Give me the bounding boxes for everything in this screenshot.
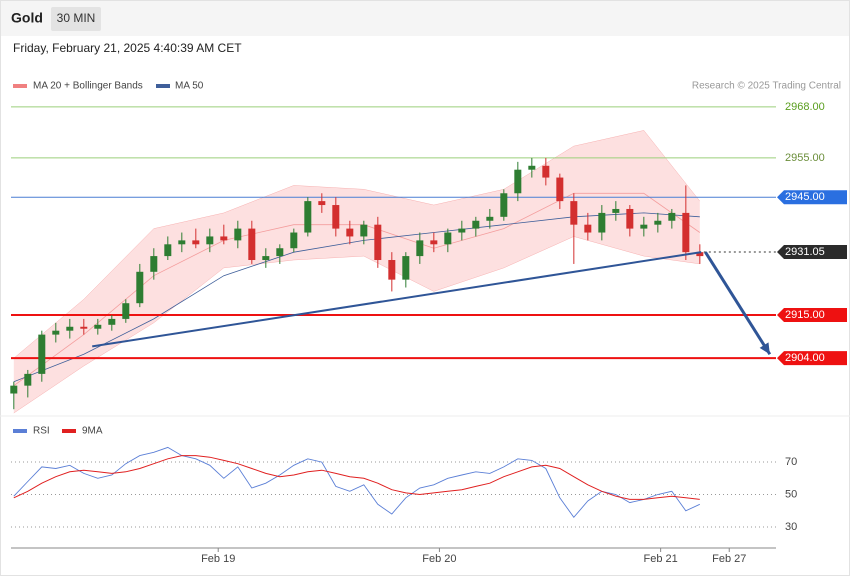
candle-body (654, 220, 662, 225)
candle-body (514, 169, 522, 194)
candle-body (276, 248, 284, 257)
rsi-tick-label: 50 (785, 488, 797, 500)
level-label: 2904.00 (785, 352, 825, 364)
candle-body (290, 232, 298, 249)
arrow-head (759, 342, 770, 355)
legend-swatch (156, 84, 170, 88)
band-lower (13, 236, 700, 414)
candle-body (360, 224, 368, 237)
candle-body (472, 220, 480, 229)
chart-title: Gold (11, 10, 43, 26)
level-label: 2955.00 (785, 152, 825, 164)
band-upper (13, 130, 700, 359)
x-tick-label: Feb 27 (712, 553, 746, 565)
candle-body (248, 228, 256, 261)
candle-body (220, 236, 228, 241)
candle-body (262, 256, 270, 261)
candle-body (304, 201, 312, 233)
candle-body (416, 240, 424, 257)
candle-body (598, 212, 606, 233)
legend-label: MA 20 + Bollinger Bands (33, 81, 143, 92)
candle-body (192, 240, 200, 245)
level-label: 2945.00 (785, 191, 825, 203)
timeframe-button[interactable] (51, 7, 101, 31)
x-tick-label: Feb 21 (644, 553, 678, 565)
candle-body (38, 334, 46, 374)
candle-body (500, 193, 508, 217)
candle-body (486, 216, 494, 221)
candle-body (24, 373, 32, 386)
candle-body (528, 165, 536, 170)
level-label-box (777, 190, 847, 205)
subtitle: Friday, February 21, 2025 4:40:39 AM CET (13, 41, 242, 55)
candle-body (556, 177, 564, 202)
header-bar (0, 0, 850, 36)
candle-body (682, 212, 690, 253)
candle-body (584, 224, 592, 233)
candle-body (430, 240, 438, 245)
legend-label: 9MA (82, 426, 103, 437)
candle-body (388, 260, 396, 280)
timeframe[interactable]: 30 MIN (57, 11, 96, 25)
level-label: 2968.00 (785, 101, 825, 113)
candle-body (94, 324, 102, 329)
candle-body (10, 385, 18, 394)
candle-body (66, 326, 74, 331)
candle-body (150, 256, 158, 272)
candle-body (612, 208, 620, 213)
candle-body (570, 201, 578, 225)
level-label-box (777, 244, 847, 259)
candle-body (458, 228, 466, 233)
candle-body (402, 256, 410, 280)
candle-body (52, 330, 60, 335)
legend-label: RSI (33, 426, 50, 437)
candle-body (542, 165, 550, 178)
candle-body (122, 303, 130, 319)
band-area (13, 130, 700, 414)
forecast-arrow (704, 251, 772, 356)
level-label-box (777, 307, 847, 322)
candle-body (640, 224, 648, 229)
level-label: 2915.00 (785, 309, 825, 321)
x-tick-label: Feb 20 (422, 553, 456, 565)
rsi-line (13, 446, 700, 519)
legend-label: MA 50 (175, 81, 204, 92)
candle-body (164, 244, 172, 257)
candle-body (626, 208, 634, 229)
candle-body (696, 252, 704, 257)
rsi-line (13, 455, 700, 500)
candle-body (206, 236, 214, 245)
candle-body (234, 228, 242, 241)
candle-body (80, 326, 88, 329)
legend-swatch (62, 429, 76, 433)
legend-swatch (13, 84, 27, 88)
candle-body (374, 224, 382, 261)
candle-body (178, 240, 186, 245)
credit: Research © 2025 Trading Central (692, 81, 841, 92)
rsi-tick-label: 30 (785, 521, 797, 533)
candle-body (108, 318, 116, 325)
level-label: 2931.05 (785, 246, 825, 258)
candle-body (668, 212, 676, 221)
legend-swatch (13, 429, 27, 433)
candle-body (346, 228, 354, 237)
candle-body (444, 232, 452, 245)
candle-body (136, 271, 144, 304)
rsi-tick-label: 70 (785, 456, 797, 468)
x-tick-label: Feb 19 (201, 553, 235, 565)
trendline (92, 251, 702, 348)
candle-body (332, 205, 340, 229)
level-label-box (777, 351, 847, 366)
candle-body (318, 201, 326, 206)
